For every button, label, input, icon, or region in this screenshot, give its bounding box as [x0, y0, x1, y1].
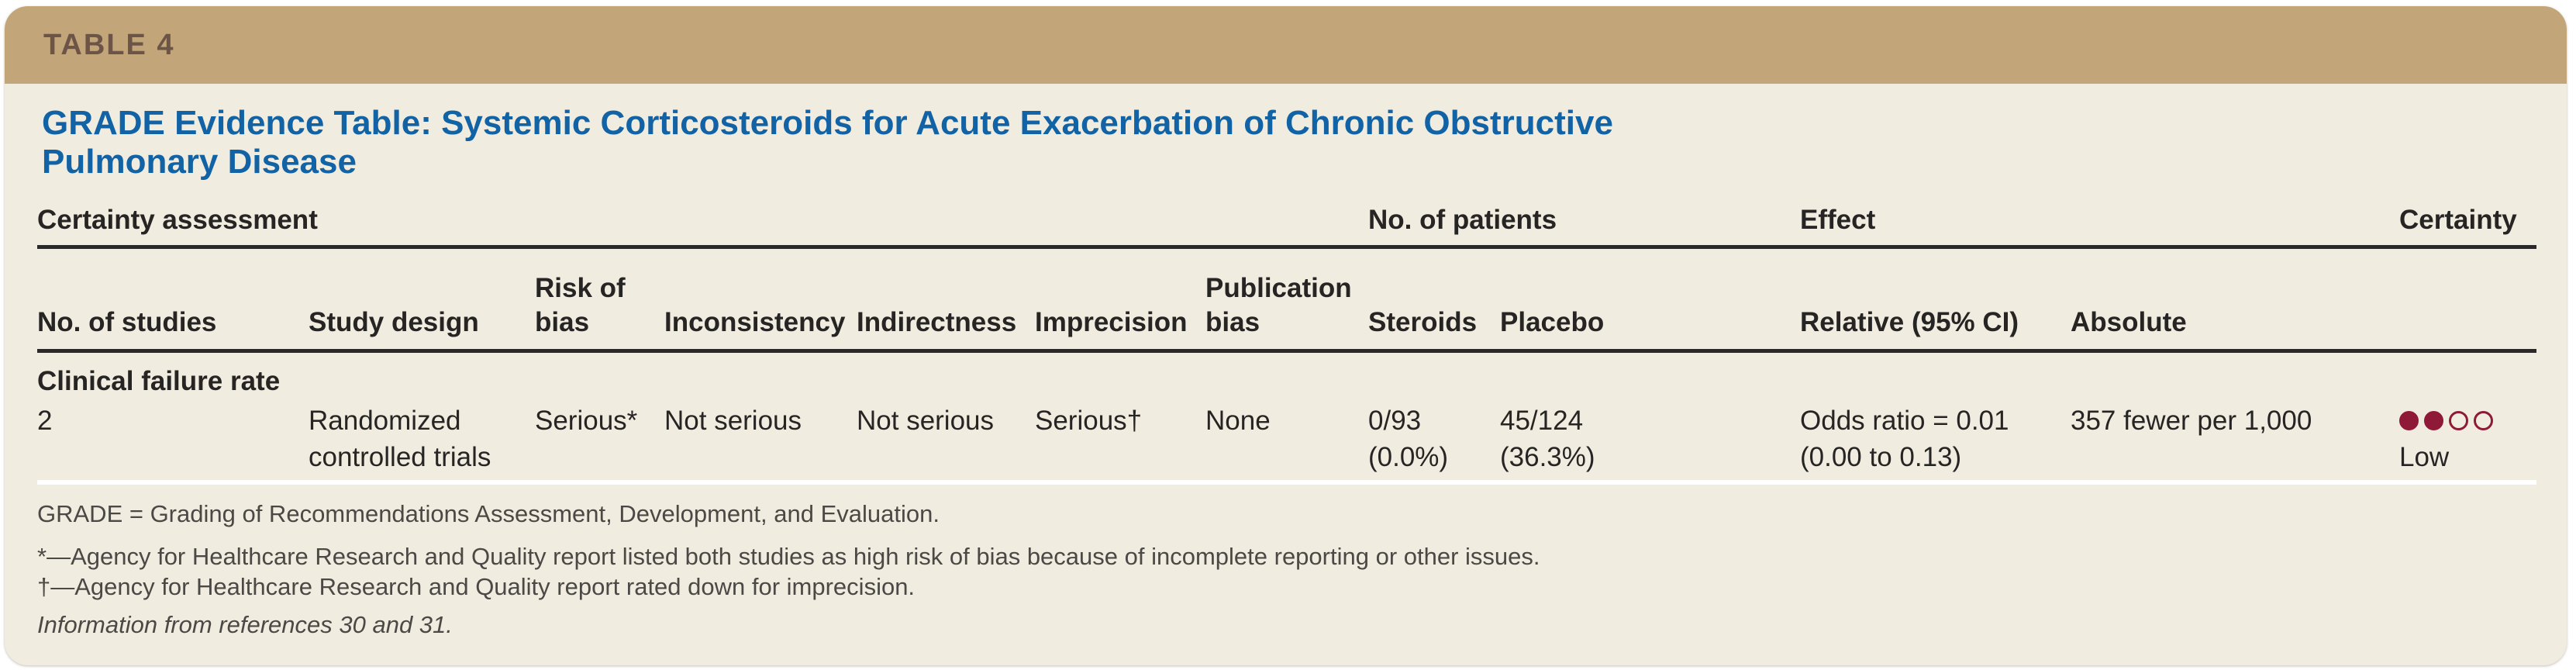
group-header-effect: Effect — [1800, 205, 1876, 235]
footnote-star: *—Agency for Healthcare Research and Qua… — [37, 543, 1540, 570]
table-header-bar: TABLE 4 — [5, 6, 2567, 84]
column-header-relative-95-ci: Relative (95% CI) — [1800, 307, 2019, 337]
footnote-abbreviation: GRADE = Grading of Recommendations Asses… — [37, 500, 940, 527]
column-header-absolute: Absolute — [2071, 307, 2187, 337]
cell-absolute: 357 fewer per 1,000 — [2071, 406, 2312, 436]
certainty-dot-filled — [2424, 411, 2443, 430]
group-header-certainty-assessment: Certainty assessment — [37, 205, 318, 235]
row-separator — [37, 480, 2536, 485]
cell-risk-of-bias: Serious* — [535, 406, 638, 436]
cell-relative-95-ci: Odds ratio = 0.01 (0.00 to 0.13) — [1800, 406, 2009, 472]
certainty-dot-open — [2449, 411, 2468, 430]
column-header-inconsistency: Inconsistency — [664, 307, 846, 337]
cell-inconsistency: Not serious — [664, 406, 802, 436]
cell-certainty: Low — [2399, 402, 2536, 475]
cell-placebo: 45/124 (36.3%) — [1500, 406, 1595, 472]
column-header-risk-of-bias: Risk of bias — [535, 273, 626, 337]
footnote-dagger: †—Agency for Healthcare Research and Qua… — [37, 573, 916, 600]
certainty-dot-open — [2474, 411, 2493, 430]
column-header-placebo: Placebo — [1500, 307, 1605, 337]
cell-imprecision: Serious† — [1035, 406, 1143, 436]
group-header-row: Certainty assessment No. of patients Eff… — [37, 203, 2536, 249]
group-header-certainty: Certainty — [2399, 205, 2517, 235]
table-label: TABLE 4 — [43, 28, 175, 61]
column-header-steroids: Steroids — [1368, 307, 1478, 337]
column-header-imprecision: Imprecision — [1035, 307, 1188, 337]
certainty-dot-filled — [2399, 411, 2419, 430]
section-label-clinical-failure-rate: Clinical failure rate — [37, 366, 281, 396]
cell-study-design: Randomized controlled trials — [309, 406, 491, 472]
column-header-indirectness: Indirectness — [857, 307, 1017, 337]
footnotes: GRADE = Grading of Recommendations Asses… — [37, 499, 2536, 640]
group-header-no-of-patients: No. of patients — [1368, 205, 1557, 235]
table-card: TABLE 4 GRADE Evidence Table: Systemic C… — [5, 6, 2567, 665]
cell-no-of-studies: 2 — [37, 406, 53, 436]
cell-steroids: 0/93 (0.0%) — [1368, 406, 1449, 472]
footnote-source: Information from references 30 and 31. — [37, 611, 453, 638]
certainty-label: Low — [2399, 442, 2450, 472]
table-row: 2 Randomized controlled trials Serious* … — [37, 402, 2536, 480]
column-header-publication-bias: Publication bias — [1205, 273, 1352, 337]
cell-indirectness: Not serious — [857, 406, 995, 436]
certainty-dots — [2399, 402, 2523, 439]
column-header-no-of-studies: No. of studies — [37, 307, 217, 337]
column-header-study-design: Study design — [309, 307, 479, 337]
cell-publication-bias: None — [1205, 406, 1271, 436]
table-body: GRADE Evidence Table: Systemic Corticost… — [5, 104, 2567, 640]
column-header-row: No. of studies Study design Risk of bias… — [37, 249, 2536, 353]
table-title: GRADE Evidence Table: Systemic Corticost… — [42, 104, 1613, 181]
